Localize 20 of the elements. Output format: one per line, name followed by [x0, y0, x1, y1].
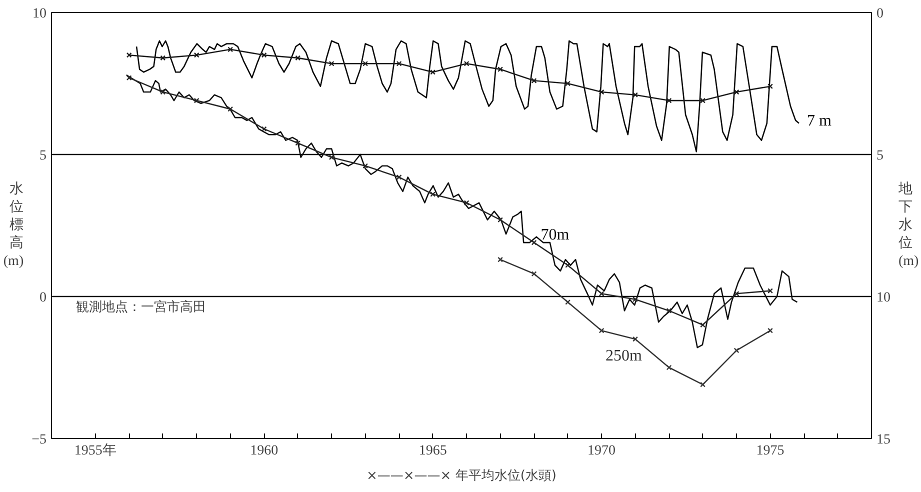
series-label: 250m — [606, 348, 643, 365]
annotation: 観測地点：一宮市高田 — [76, 298, 206, 315]
y-tick-label: −5 — [32, 432, 47, 448]
series-label: 7 m — [806, 112, 832, 130]
y-tick-label: 10 — [32, 6, 46, 22]
y2-tick-label: 15 — [876, 432, 890, 448]
series-label: 70m — [540, 226, 570, 244]
y-tick-label: 0 — [40, 290, 46, 306]
y2-tick-label: 0 — [876, 6, 884, 22]
y-axis-title: 水位標高(m) — [3, 181, 24, 269]
x-tick-label: 1975 — [756, 444, 784, 458]
x-tick-label: 1965 — [418, 444, 447, 458]
text: ×——×——× 年平均水位(水頭) — [366, 468, 556, 484]
y2-tick-label: 5 — [876, 148, 884, 164]
y-tick-label: 5 — [40, 148, 46, 164]
x-tick-label: 1955年 — [74, 442, 116, 458]
x-tick-label: 1960 — [250, 444, 278, 458]
y2-axis-title: 地下水位(m) — [898, 181, 920, 269]
y2-tick-label: 10 — [876, 290, 890, 306]
x-tick-label: 1970 — [588, 444, 616, 458]
